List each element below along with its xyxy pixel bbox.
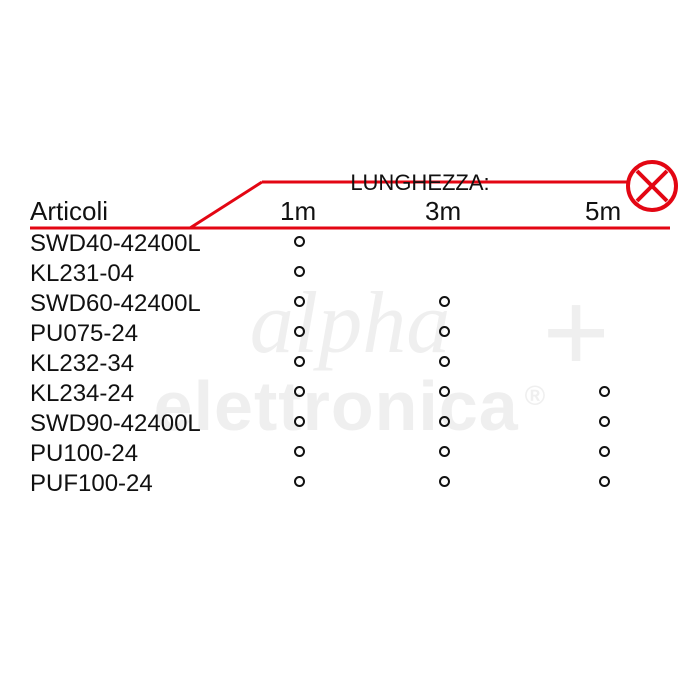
availability-dot bbox=[439, 356, 450, 367]
table-row: KL232-34 bbox=[30, 350, 670, 380]
article-code: SWD40-42400L bbox=[30, 230, 201, 258]
availability-dot bbox=[294, 476, 305, 487]
availability-dot bbox=[439, 446, 450, 457]
column-header-3m: 3m bbox=[425, 196, 461, 227]
availability-dot bbox=[439, 416, 450, 427]
article-code: SWD60-42400L bbox=[30, 290, 201, 318]
table-row: PU075-24 bbox=[30, 320, 670, 350]
article-code: KL234-24 bbox=[30, 380, 134, 408]
articles-column-label: Articoli bbox=[30, 196, 108, 227]
availability-dot bbox=[294, 296, 305, 307]
table-row: SWD60-42400L bbox=[30, 290, 670, 320]
article-code: KL232-34 bbox=[30, 350, 134, 378]
product-length-table: LUNGHEZZA: Articoli 1m 3m 5m SWD40-42400… bbox=[30, 170, 670, 500]
table-row: KL234-24 bbox=[30, 380, 670, 410]
availability-dot bbox=[294, 416, 305, 427]
article-code: KL231-04 bbox=[30, 260, 134, 288]
availability-dot bbox=[599, 476, 610, 487]
table-row: PUF100-24 bbox=[30, 470, 670, 500]
table-body: SWD40-42400LKL231-04SWD60-42400LPU075-24… bbox=[30, 230, 670, 500]
column-header-1m: 1m bbox=[280, 196, 316, 227]
length-group-label: LUNGHEZZA: bbox=[280, 170, 560, 196]
table-row: SWD90-42400L bbox=[30, 410, 670, 440]
article-code: SWD90-42400L bbox=[30, 410, 201, 438]
availability-dot bbox=[439, 386, 450, 397]
availability-dot bbox=[294, 326, 305, 337]
column-header-5m: 5m bbox=[585, 196, 621, 227]
table-row: PU100-24 bbox=[30, 440, 670, 470]
availability-dot bbox=[294, 266, 305, 277]
header-circle-x-icon bbox=[624, 158, 680, 214]
article-code: PU100-24 bbox=[30, 440, 138, 468]
availability-dot bbox=[599, 446, 610, 457]
availability-dot bbox=[439, 296, 450, 307]
availability-dot bbox=[599, 416, 610, 427]
table-row: KL231-04 bbox=[30, 260, 670, 290]
article-code: PUF100-24 bbox=[30, 470, 153, 498]
availability-dot bbox=[294, 386, 305, 397]
article-code: PU075-24 bbox=[30, 320, 138, 348]
availability-dot bbox=[439, 476, 450, 487]
availability-dot bbox=[294, 446, 305, 457]
table-row: SWD40-42400L bbox=[30, 230, 670, 260]
availability-dot bbox=[599, 386, 610, 397]
availability-dot bbox=[294, 356, 305, 367]
availability-dot bbox=[294, 236, 305, 247]
availability-dot bbox=[439, 326, 450, 337]
table-header: LUNGHEZZA: Articoli 1m 3m 5m bbox=[30, 170, 670, 230]
